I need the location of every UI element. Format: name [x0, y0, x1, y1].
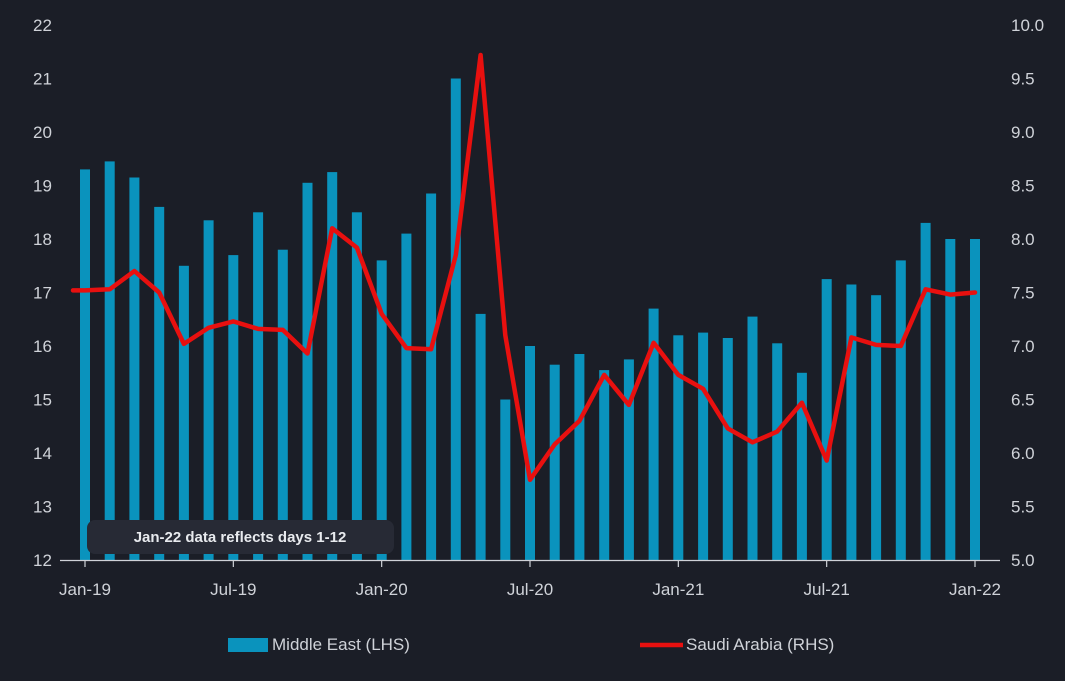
annotation-box: Jan-22 data reflects days 1-12 — [87, 520, 394, 554]
bar-jan-20 — [376, 260, 387, 560]
y-left-tick-20: 20 — [33, 123, 52, 142]
bar-oct-21 — [895, 260, 906, 560]
bar-aug-21 — [846, 284, 857, 560]
bar-dec-19 — [351, 212, 362, 561]
y-right-tick-7.5: 7.5 — [1011, 284, 1035, 303]
bar-jul-20 — [525, 346, 535, 560]
y-left-tick-14: 14 — [33, 444, 52, 463]
bar-jan-22 — [970, 239, 980, 560]
y-left-tick-17: 17 — [33, 284, 52, 303]
bar-mar-19 — [129, 177, 140, 560]
y-left-tick-22: 22 — [33, 16, 52, 35]
y-left-tick-18: 18 — [33, 230, 52, 249]
bar-jan-19 — [80, 169, 90, 560]
x-tick-label-jul-19: Jul-19 — [210, 580, 256, 599]
bar-feb-21 — [698, 332, 709, 560]
y-left-tick-13: 13 — [33, 498, 52, 517]
bar-jun-20 — [500, 399, 511, 560]
bar-oct-19 — [302, 182, 313, 561]
bar-aug-20 — [549, 364, 560, 560]
bar-feb-19 — [104, 161, 115, 560]
bar-may-20 — [475, 313, 486, 560]
y-left-tick-19: 19 — [33, 177, 52, 196]
bar-sep-19 — [277, 249, 288, 560]
bar-sep-21 — [871, 295, 882, 560]
y-right-tick-6.5: 6.5 — [1011, 391, 1035, 410]
x-tick-label-jan-20: Jan-20 — [356, 580, 408, 599]
bar-apr-20 — [450, 78, 461, 560]
y-right-tick-5.5: 5.5 — [1011, 498, 1035, 517]
y-right-tick-10.0: 10.0 — [1011, 16, 1044, 35]
bar-apr-21 — [747, 316, 758, 560]
bar-jul-21 — [821, 279, 832, 560]
bar-dec-20 — [648, 308, 659, 560]
bar-jun-21 — [796, 372, 807, 561]
x-tick-label-jan-21: Jan-21 — [652, 580, 704, 599]
bar-apr-19 — [154, 206, 165, 560]
y-right-tick-7.0: 7.0 — [1011, 337, 1035, 356]
y-right-tick-8.5: 8.5 — [1011, 177, 1035, 196]
annotation-text: Jan-22 data reflects days 1-12 — [134, 529, 347, 546]
y-right-tick-9.5: 9.5 — [1011, 70, 1035, 89]
y-right-tick-8.0: 8.0 — [1011, 230, 1035, 249]
legend-swatch-middle-east — [228, 638, 268, 652]
legend-label-middle-east: Middle East (LHS) — [272, 635, 410, 654]
y-left-tick-15: 15 — [33, 391, 52, 410]
y-left-tick-16: 16 — [33, 337, 52, 356]
line-saudi-arabia — [70, 52, 978, 483]
bar-may-21 — [772, 343, 783, 560]
bar-jul-19 — [228, 255, 239, 560]
axis-layer: Jan-19 Jul-19 Jan-20 Jul-20 Jan-21 Jul-21 Jan-… — [33, 16, 1044, 599]
bar-nov-21 — [920, 222, 931, 560]
x-tick-label-jan-22: Jan-22 — [949, 580, 1001, 599]
bar-mar-21 — [722, 338, 733, 560]
bar-jan-21 — [673, 335, 684, 560]
line-layer — [70, 52, 978, 483]
y-right-tick-9.0: 9.0 — [1011, 123, 1035, 142]
bars-layer — [80, 78, 980, 561]
y-left-tick-12: 12 — [33, 551, 52, 570]
bar-aug-19 — [253, 212, 264, 561]
bar-nov-20 — [623, 359, 634, 560]
y-left-tick-21: 21 — [33, 70, 52, 89]
x-tick-label-jul-20: Jul-20 — [507, 580, 553, 599]
legend: Middle East (LHS) Saudi Arabia (RHS) — [228, 635, 834, 654]
bar-nov-19 — [327, 172, 338, 560]
annotation-background — [87, 520, 394, 554]
bar-may-19 — [178, 265, 189, 561]
bar-sep-20 — [574, 354, 585, 560]
x-tick-label-jul-21: Jul-21 — [804, 580, 850, 599]
y-right-tick-5.0: 5.0 — [1011, 551, 1035, 570]
legend-label-saudi-arabia: Saudi Arabia (RHS) — [686, 635, 834, 654]
bar-jun-19 — [203, 220, 214, 561]
bar-dec-21 — [945, 239, 956, 560]
bar-feb-20 — [401, 233, 412, 560]
bar-oct-20 — [599, 370, 610, 560]
y-right-tick-6.0: 6.0 — [1011, 444, 1035, 463]
bar-mar-20 — [426, 193, 437, 560]
x-tick-label-jan-19: Jan-19 — [59, 580, 111, 599]
